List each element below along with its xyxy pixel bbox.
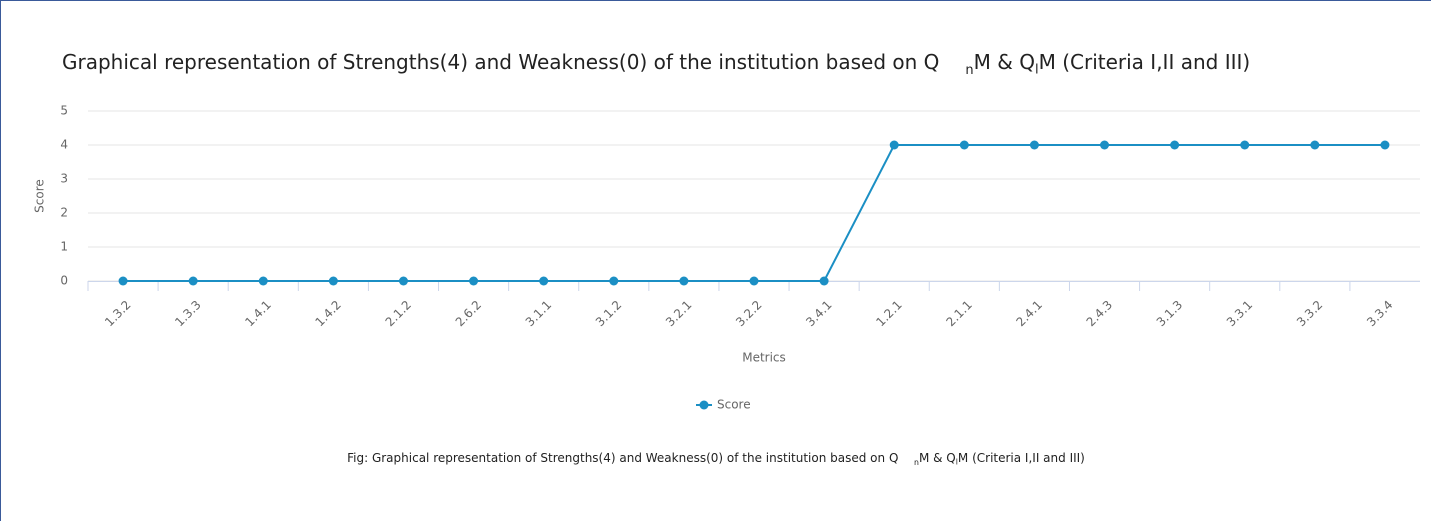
x-axis-title: Metrics <box>742 351 786 365</box>
point <box>539 276 549 286</box>
x-tick-label: 1.4.2 <box>312 298 343 329</box>
point <box>188 276 198 286</box>
text-part: Fig: Graphical representation of Strengt… <box>347 451 899 465</box>
point <box>609 276 619 286</box>
point <box>749 276 759 286</box>
point <box>328 276 338 286</box>
subscript: n <box>913 457 919 467</box>
point <box>1380 140 1390 150</box>
x-tick-label: 2.1.1 <box>943 298 974 329</box>
x-tick-label: 2.4.1 <box>1014 298 1045 329</box>
subscript: n <box>965 62 974 78</box>
x-tick-label: 1.3.2 <box>102 298 133 329</box>
subscript: l <box>1034 62 1039 78</box>
x-tick-label: 1.3.3 <box>172 298 203 329</box>
x-tick-label: 3.2.2 <box>733 298 764 329</box>
caption: Fig: Graphical representation of Strengt… <box>0 451 1432 467</box>
y-axis-title: Score <box>33 179 47 213</box>
x-tick-label: 1.2.1 <box>873 298 904 329</box>
x-tick-label: 2.6.2 <box>453 298 484 329</box>
point <box>398 276 408 286</box>
text-part: M & Q <box>973 50 1035 74</box>
point <box>959 140 969 150</box>
subscript: l <box>955 457 958 467</box>
y-tick-label: 0 <box>60 274 68 288</box>
x-tick-label: 2.4.3 <box>1084 298 1115 329</box>
text-part: Graphical representation of Strengths(4)… <box>62 50 940 74</box>
y-tick-label: 1 <box>60 240 68 254</box>
point <box>1029 140 1039 150</box>
text-part: M (Criteria I,II and III) <box>957 451 1085 465</box>
y-tick-label: 3 <box>60 172 68 186</box>
legend-marker <box>699 400 709 410</box>
x-tick-label: 3.1.3 <box>1154 298 1185 329</box>
point <box>1310 140 1320 150</box>
legend-label: Score <box>717 398 751 412</box>
text-part: M (Criteria I,II and III) <box>1038 50 1251 74</box>
x-tick-label: 3.3.4 <box>1364 298 1395 329</box>
x-tick-label: 3.3.2 <box>1294 298 1325 329</box>
chart-title: Graphical representation of Strengths(4)… <box>62 46 1312 87</box>
point <box>889 140 899 150</box>
x-tick-label: 3.3.1 <box>1224 298 1255 329</box>
y-tick-label: 2 <box>60 206 68 220</box>
x-tick-label: 1.4.1 <box>242 298 273 329</box>
y-tick-label: 5 <box>60 104 68 118</box>
x-tick-label: 3.4.1 <box>803 298 834 329</box>
point <box>469 276 479 286</box>
point <box>258 276 268 286</box>
point <box>1100 140 1110 150</box>
point <box>819 276 829 286</box>
x-tick-label: 2.1.2 <box>383 298 414 329</box>
point <box>118 276 128 286</box>
x-tick-label: 3.2.1 <box>663 298 694 329</box>
text-part: M & Q <box>918 451 956 465</box>
point <box>1170 140 1180 150</box>
y-tick-label: 4 <box>60 138 68 152</box>
x-tick-label: 3.1.2 <box>593 298 624 329</box>
point <box>679 276 689 286</box>
point <box>1240 140 1250 150</box>
x-tick-label: 3.1.1 <box>523 298 554 329</box>
